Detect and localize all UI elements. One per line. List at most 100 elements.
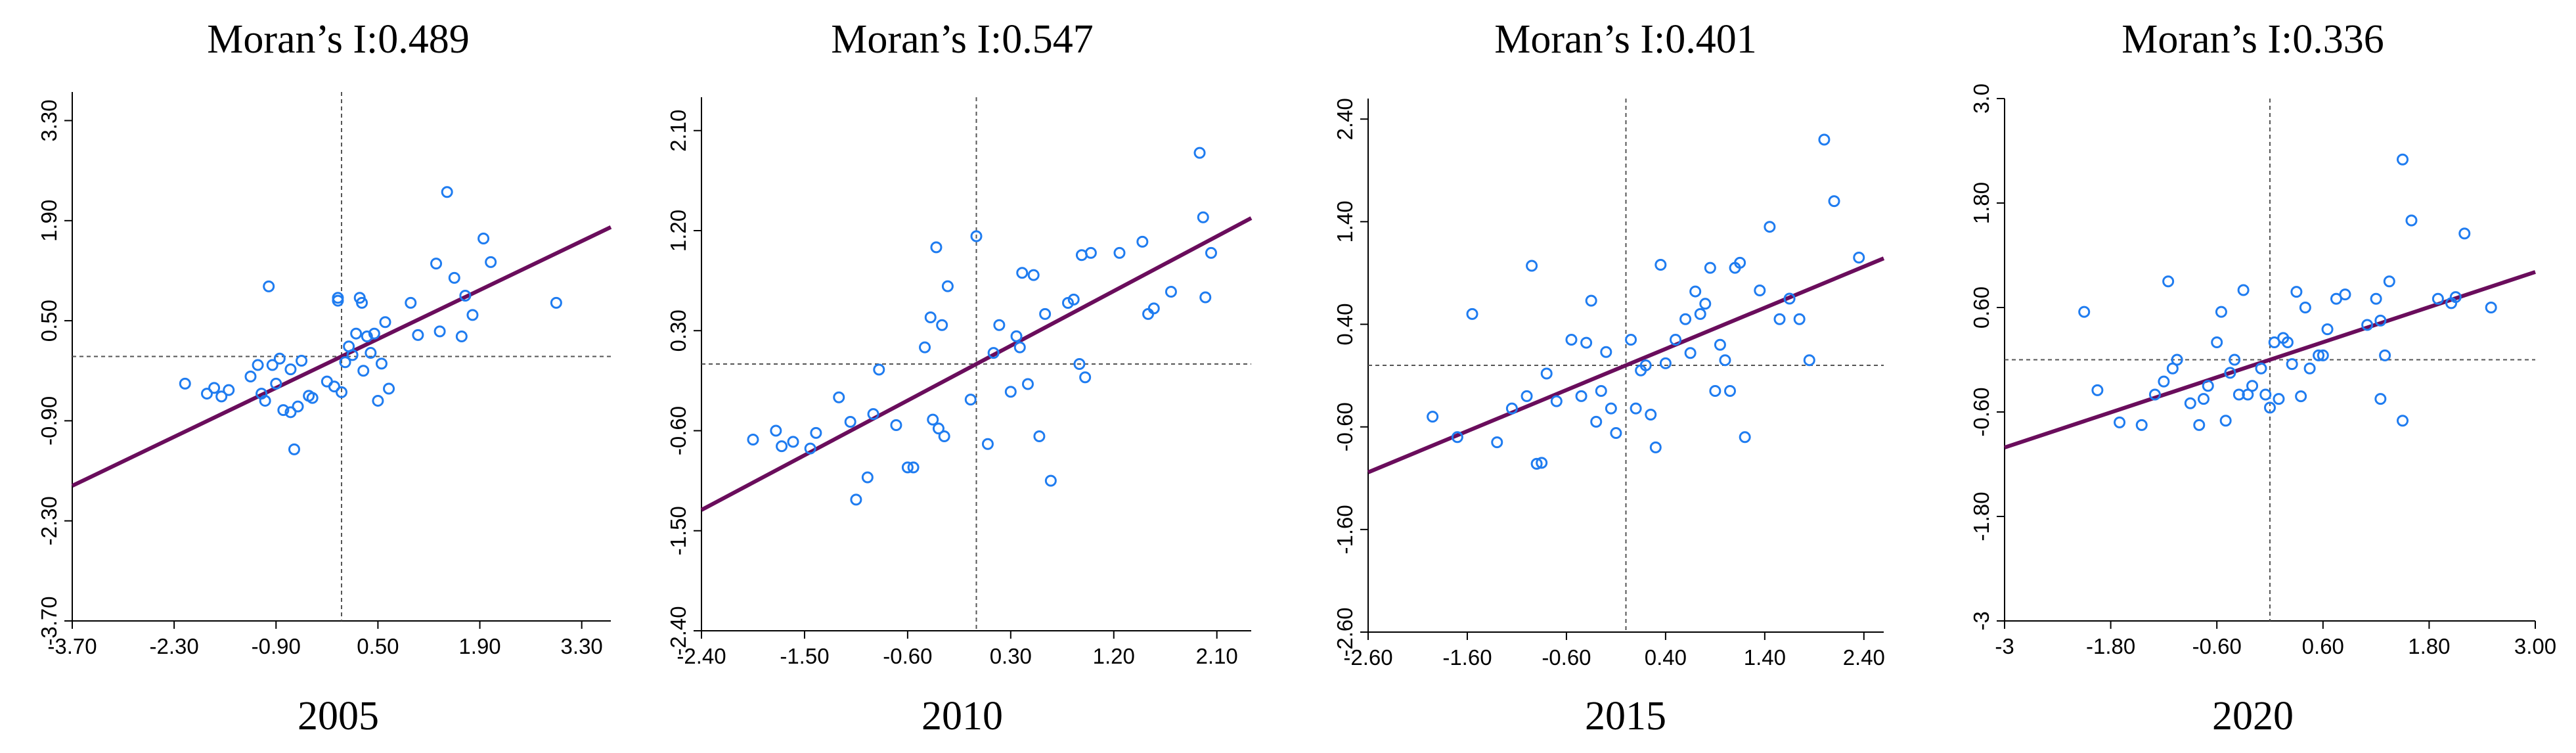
data-point [1709,385,1721,398]
data-point [284,363,297,376]
data-point [1013,341,1026,354]
data-point [215,390,228,403]
data-point [2224,367,2236,379]
data-point [1669,333,1681,346]
data-point [1783,292,1796,305]
data-point [2193,419,2206,431]
data-point [1427,411,1439,423]
data-point [1575,390,1588,402]
y-tick-label: -0.60 [1333,402,1357,451]
x-tick-label: -1.50 [780,644,829,668]
data-point [336,386,347,398]
data-point [1679,313,1692,325]
data-point [252,359,264,371]
data-point [1004,386,1017,398]
data-point [873,363,885,376]
data-point [2405,214,2418,227]
data-point [1595,385,1607,398]
data-point [2485,302,2497,313]
x-tick-label: -0.60 [2192,634,2242,658]
data-point [2321,323,2334,336]
y-tick-label: -0.60 [666,406,690,455]
y-tick-label: -0.60 [1969,387,1993,436]
panel-2020: Moran’s I:0.336 2020 -3 -1.80 -0.60 0.60 1.8… [1969,17,2556,739]
data-point [2281,336,2294,348]
data-point [266,359,278,371]
data-point [787,436,799,448]
data-point [339,356,351,369]
y-tick-label: -1.50 [666,506,690,555]
data-point [477,233,490,245]
data-point [2339,288,2351,301]
data-point [1033,430,1046,442]
data-point [405,296,417,309]
y-tick-label: -0.90 [37,396,61,445]
data-point [412,329,424,341]
y-tick-label: 1.90 [37,200,61,242]
data-point [2374,314,2387,327]
data-point [201,388,213,400]
data-point [2449,291,2462,304]
data-point [2317,349,2329,361]
data-point [938,430,950,442]
regression-line [1367,256,1885,474]
data-point [2237,284,2250,296]
data-point [2361,319,2374,331]
data-point [1073,358,1086,370]
data-point [284,406,297,419]
data-point [941,280,954,292]
data-point [1719,354,1731,367]
data-point [1067,293,1080,306]
data-point [1197,211,1209,223]
data-point [2078,306,2091,318]
x-tick-label: 0.40 [1645,645,1687,670]
data-point [379,316,391,329]
data-point [372,394,384,407]
data-point [1079,371,1092,384]
y-tick-label: -3 [1969,611,1993,630]
x-tick-label: 0.60 [2302,634,2344,658]
data-point [1113,246,1126,259]
data-point [833,391,845,403]
y-tick-label: 3.30 [37,99,61,141]
panel-title: Moran’s I:0.401 [1494,17,1757,62]
data-point [850,493,862,506]
panel-year-label: 2015 [1585,694,1666,739]
regression-line [700,216,1253,512]
panel-year-label: 2005 [298,694,379,739]
x-tick-label: -2.60 [1343,645,1392,670]
data-point [263,280,275,292]
data-point [179,377,191,390]
x-tick-label: -2.30 [150,634,199,658]
y-tick-label: 1.40 [1333,200,1357,242]
data-point [383,382,395,395]
data-point [1645,408,1657,421]
data-point [776,440,788,453]
data-point [1630,402,1642,415]
data-point [368,327,380,340]
data-point [2303,362,2316,375]
data-point [1466,308,1478,320]
data-point [2114,416,2126,428]
data-point [2229,354,2241,366]
y-tick-label: 2.10 [666,110,690,152]
data-point [2295,390,2307,403]
data-point [288,443,300,455]
data-point [930,241,943,254]
data-point [346,349,359,361]
x-tick-label: 1.80 [2408,634,2450,658]
panel-title: Moran’s I:0.336 [2121,17,2384,62]
data-point [244,370,257,382]
y-tick-label: -2.60 [1333,607,1357,656]
data-point [2383,275,2395,288]
x-tick-label: -1.60 [1442,645,1492,670]
data-point [2374,393,2387,405]
data-point [356,296,368,309]
panel-year-label: 2020 [2212,694,2294,739]
data-point [306,392,319,404]
data-point [1199,291,1212,304]
data-point [448,271,460,284]
data-point [2432,292,2444,305]
data-point [1010,330,1023,342]
data-point [259,394,271,407]
